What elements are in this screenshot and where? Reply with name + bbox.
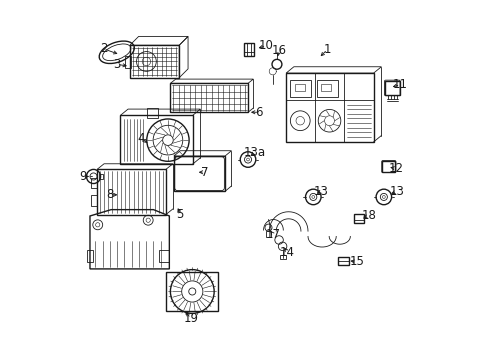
Text: 4: 4	[138, 132, 145, 145]
Text: 8: 8	[106, 188, 113, 201]
Text: 13: 13	[313, 185, 328, 198]
Text: 10: 10	[259, 40, 273, 53]
Text: 18: 18	[361, 210, 375, 222]
Text: 19: 19	[183, 312, 198, 325]
Text: 6: 6	[255, 106, 263, 119]
Text: 16: 16	[271, 44, 286, 57]
Text: 7: 7	[201, 166, 208, 179]
Text: 17: 17	[265, 228, 280, 241]
Text: 9: 9	[79, 170, 86, 183]
Text: 13a: 13a	[243, 146, 265, 159]
Text: 12: 12	[388, 162, 403, 175]
Text: 1: 1	[323, 43, 330, 56]
Text: 5: 5	[176, 208, 183, 221]
Text: 3: 3	[113, 58, 120, 71]
Text: 2: 2	[100, 42, 107, 55]
Text: 14: 14	[280, 246, 294, 259]
Text: 13: 13	[388, 185, 404, 198]
Text: 11: 11	[392, 78, 407, 91]
Text: 15: 15	[348, 255, 364, 268]
